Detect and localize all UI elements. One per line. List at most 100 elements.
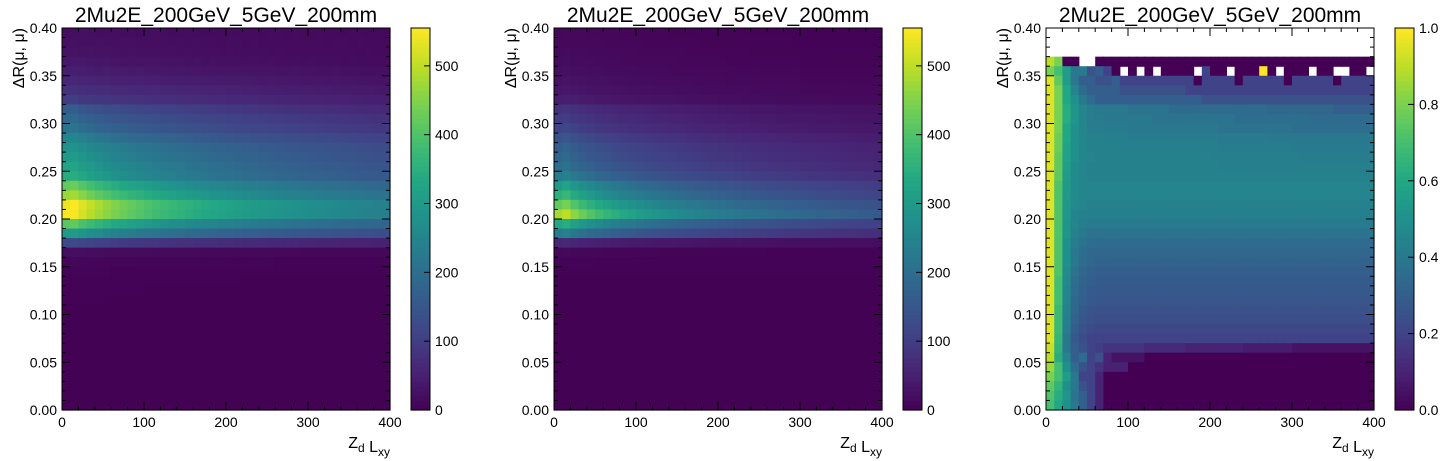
heatmap-cell — [816, 94, 826, 105]
heatmap-cell — [176, 66, 186, 77]
heatmap-cell — [78, 343, 88, 354]
heatmap-cell — [595, 28, 604, 39]
heatmap-cell — [586, 142, 596, 153]
heatmap-cell — [873, 343, 883, 354]
heatmap-cell — [824, 28, 834, 39]
heatmap-cell — [865, 123, 875, 134]
heatmap-cell — [381, 123, 391, 134]
heatmap-cell — [1201, 304, 1211, 316]
heatmap-cell — [791, 219, 801, 230]
heatmap-cell — [1185, 180, 1195, 191]
heatmap-cell — [759, 219, 768, 230]
heatmap-cell — [1283, 257, 1293, 268]
heatmap-cell — [832, 37, 842, 48]
heatmap-cell — [791, 85, 801, 96]
heatmap-cell — [381, 133, 391, 144]
heatmap-cell — [693, 238, 703, 249]
heatmap-cell — [168, 190, 178, 201]
x-tick-label: 300 — [296, 414, 320, 430]
heatmap-cell — [1128, 113, 1137, 125]
heatmap-cell — [1095, 190, 1104, 201]
heatmap-cells — [1046, 56, 1375, 411]
heatmap-cell — [627, 314, 637, 325]
heatmap-cell — [554, 343, 563, 354]
colorbar-segment — [903, 405, 922, 411]
heatmap-cell — [1185, 352, 1195, 363]
heatmap-cells — [62, 28, 391, 411]
heatmap-cell — [586, 257, 596, 268]
heatmap-cell — [242, 400, 252, 411]
heatmap-cell — [349, 94, 358, 105]
heatmap-cell — [1234, 228, 1244, 239]
heatmap-cell — [1144, 190, 1154, 201]
heatmap-cell — [668, 47, 678, 58]
heatmap-cell — [193, 28, 202, 39]
heatmap-cell — [554, 295, 563, 306]
heatmap-cell — [86, 104, 96, 115]
colorbar-segment — [903, 333, 922, 339]
heatmap-cell — [1349, 352, 1359, 363]
heatmap-cell — [791, 266, 801, 277]
heatmap-cell — [127, 37, 137, 48]
colorbar-segment — [411, 295, 430, 301]
heatmap-cell — [816, 209, 826, 220]
heatmap-cell — [152, 276, 161, 287]
heatmap-cell — [701, 85, 711, 96]
heatmap-cell — [250, 85, 260, 96]
heatmap-cell — [1087, 257, 1096, 268]
heatmap-cell — [693, 199, 703, 211]
heatmap-cell — [849, 333, 858, 344]
heatmap-cell — [111, 209, 120, 220]
heatmap-cell — [849, 219, 858, 230]
heatmap-cell — [1210, 343, 1219, 354]
heatmap-cell — [660, 104, 670, 115]
heatmap-cell — [824, 190, 834, 201]
heatmap-cell — [578, 142, 588, 153]
heatmap-cell — [709, 133, 719, 144]
heatmap-cell — [841, 209, 850, 220]
heatmap-cell — [381, 390, 391, 402]
heatmap-cell — [185, 247, 194, 258]
heatmap-cell — [127, 285, 137, 296]
heatmap-cell — [185, 381, 194, 392]
heatmap-cell — [201, 113, 211, 125]
heatmap-cell — [201, 209, 211, 220]
heatmap-cell — [70, 199, 79, 211]
heatmap-cell — [70, 276, 79, 287]
heatmap-cell — [726, 56, 735, 67]
heatmap-cell — [783, 75, 793, 86]
heatmap-cell — [135, 133, 145, 144]
heatmap-cell — [1251, 94, 1260, 105]
heatmap-cell — [283, 66, 293, 77]
heatmap-cell — [808, 56, 817, 67]
colorbar-segment — [903, 166, 922, 172]
heatmap-cell — [357, 171, 366, 182]
heatmap-cell — [258, 180, 268, 191]
heatmap-cell — [1193, 295, 1203, 306]
heatmap-cell — [865, 180, 875, 191]
heatmap-cell — [1193, 352, 1203, 363]
heatmap-cell — [209, 314, 219, 325]
heatmap-cell — [644, 113, 653, 125]
heatmap-cell — [291, 304, 301, 316]
heatmap-cell — [1275, 133, 1285, 144]
heatmap-cell — [103, 171, 112, 182]
heatmap-cell — [873, 333, 883, 344]
heatmap-cell — [86, 400, 96, 411]
heatmap-cell — [1251, 228, 1260, 239]
heatmap-cell — [759, 113, 768, 125]
heatmap-cell — [308, 266, 317, 277]
heatmap-cell — [373, 56, 383, 67]
heatmap-cell — [1128, 123, 1137, 134]
heatmap-cell — [1251, 238, 1260, 249]
heatmap-cell — [1078, 333, 1088, 344]
heatmap-cell — [1111, 285, 1121, 296]
heatmap-cell — [291, 152, 301, 163]
x-tick-label: 400 — [870, 414, 894, 430]
heatmap-cell — [193, 304, 202, 316]
heatmap-cell — [1259, 190, 1268, 201]
heatmap-cell — [808, 314, 817, 325]
heatmap-cell — [308, 152, 317, 163]
heatmap-cell — [562, 123, 571, 134]
heatmap-cell — [1193, 285, 1203, 296]
